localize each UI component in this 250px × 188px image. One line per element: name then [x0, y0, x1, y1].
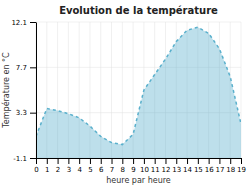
tick-mark: [30, 113, 36, 114]
tick: 12.1: [11, 19, 36, 27]
grid-line: [111, 22, 112, 158]
tick-label: 6: [99, 166, 104, 174]
tick: 7: [110, 158, 114, 174]
tick: 11: [151, 158, 160, 174]
tick-mark: [187, 158, 188, 164]
tick-mark: [133, 158, 134, 164]
tick-mark: [198, 158, 199, 164]
tick: 3: [67, 158, 71, 174]
tick: 13: [172, 158, 181, 174]
tick-label: 14: [183, 166, 192, 174]
tick-mark: [112, 158, 113, 164]
tick-label: 17: [215, 166, 224, 174]
tick-label: 13: [172, 166, 181, 174]
tick-label: 11: [151, 166, 160, 174]
grid: [36, 22, 241, 158]
tick-label: 12.1: [11, 19, 27, 27]
grid-line: [122, 22, 123, 158]
tick: 9: [131, 158, 135, 174]
tick-mark: [144, 158, 145, 164]
tick-label: 10: [140, 166, 149, 174]
tick-mark: [30, 158, 36, 159]
tick-mark: [219, 158, 220, 164]
tick-mark: [101, 158, 102, 164]
tick-label: 7.7: [16, 64, 27, 72]
y-axis: -1.1 3.3 7.7 12.1: [11, 19, 36, 163]
tick-mark: [165, 158, 166, 164]
tick: 5: [88, 158, 92, 174]
tick: 14: [183, 158, 192, 174]
tick-mark: [241, 158, 242, 164]
tick-label: 1: [45, 166, 49, 174]
tick-label: 5: [88, 166, 92, 174]
tick: 6: [99, 158, 104, 174]
tick: 17: [215, 158, 224, 174]
tick-label: 18: [226, 166, 235, 174]
tick: 7.7: [16, 64, 36, 72]
tick-mark: [68, 158, 69, 164]
tick-label: 2: [56, 166, 60, 174]
tick: 0: [34, 158, 38, 174]
tick: 12: [162, 158, 171, 174]
plot: 012345678910111213141516171819-1.13.37.7…: [11, 19, 246, 174]
tick-label: 8: [121, 166, 125, 174]
line: [36, 27, 241, 144]
tick: 4: [77, 158, 82, 174]
marks: [36, 27, 241, 158]
chart: 012345678910111213141516171819-1.13.37.7…: [0, 0, 250, 188]
tick-label: 4: [77, 166, 82, 174]
tick-mark: [176, 158, 177, 164]
tick: 15: [194, 158, 203, 174]
y-axis-title: Température en °C: [1, 52, 11, 129]
tick-mark: [122, 158, 123, 164]
tick-mark: [58, 158, 59, 164]
tick-label: -1.1: [13, 155, 27, 163]
tick: -1.1: [13, 155, 36, 163]
tick: 8: [121, 158, 125, 174]
tick-label: 9: [131, 166, 135, 174]
tick: 19: [237, 158, 246, 174]
tick-label: 7: [110, 166, 114, 174]
tick-mark: [155, 158, 156, 164]
tick: 3.3: [16, 109, 36, 117]
tick-label: 16: [205, 166, 214, 174]
tick-label: 0: [34, 166, 38, 174]
tick-label: 15: [194, 166, 203, 174]
tick: 10: [140, 158, 149, 174]
x-axis: 012345678910111213141516171819: [34, 158, 246, 174]
tick: 2: [56, 158, 60, 174]
tick-mark: [47, 158, 48, 164]
grid-line: [36, 22, 37, 158]
tick-label: 19: [237, 166, 246, 174]
tick-label: 3.3: [16, 109, 27, 117]
axis-line: [37, 158, 242, 159]
tick-mark: [30, 22, 36, 23]
area: [36, 27, 241, 158]
tick-mark: [30, 67, 36, 68]
tick: 1: [45, 158, 49, 174]
tick-label: 12: [162, 166, 171, 174]
tick-mark: [79, 158, 80, 164]
tick: 16: [205, 158, 214, 174]
tick-mark: [36, 158, 37, 164]
axis-line: [36, 23, 37, 159]
tick: 18: [226, 158, 235, 174]
tick-mark: [230, 158, 231, 164]
title: Evolution de la température: [59, 5, 218, 16]
x-axis-title: heure par heure: [106, 176, 171, 185]
tick-label: 3: [67, 166, 71, 174]
grid-line: [36, 22, 241, 23]
tick-mark: [209, 158, 210, 164]
tick-mark: [90, 158, 91, 164]
